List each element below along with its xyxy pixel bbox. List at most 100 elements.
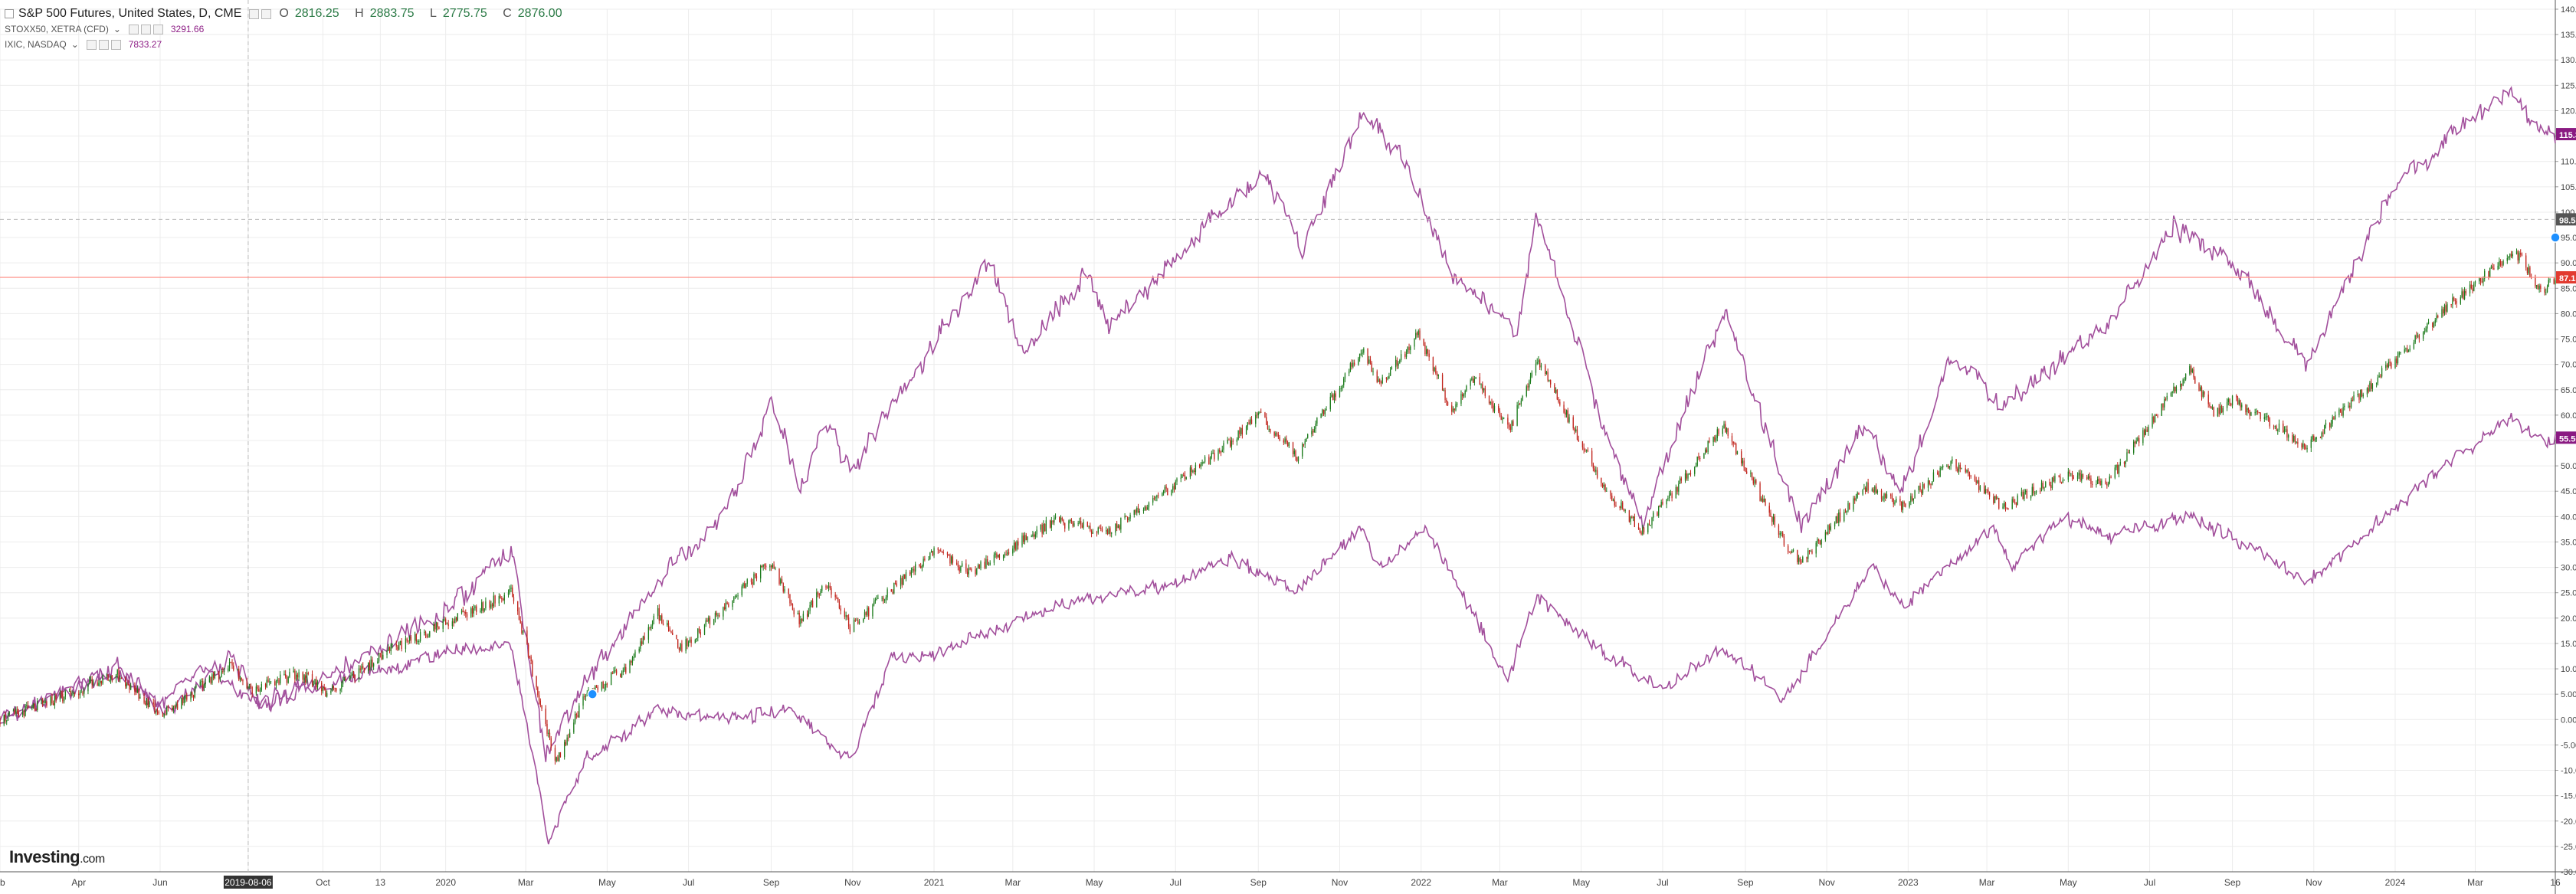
candle-body [1023, 535, 1024, 542]
candle-body [1958, 464, 1960, 472]
candle-body [2510, 254, 2512, 257]
candle-body [2368, 388, 2369, 392]
candle-body [325, 689, 326, 697]
candle-body [1097, 527, 1099, 533]
candle-body [316, 683, 319, 688]
candle-body [2143, 430, 2145, 435]
candle-body [575, 714, 577, 716]
candle-body [166, 707, 168, 715]
candle-body [1965, 468, 1966, 473]
legend-main-row[interactable]: S&P 500 Futures, United States, D, CME O… [5, 6, 575, 21]
candle-body [1379, 379, 1381, 382]
candle-body [2034, 493, 2036, 494]
event-marker[interactable] [2550, 232, 2561, 243]
event-marker[interactable] [587, 689, 598, 699]
compare2-hide-button[interactable] [86, 39, 97, 50]
candle-body [1628, 510, 1630, 522]
candle-body [1929, 480, 1930, 484]
y-tick-label: 60.00% [2561, 411, 2576, 421]
candle-body [186, 695, 188, 700]
candle-body [2433, 323, 2435, 327]
candle-body [1631, 516, 1633, 518]
candle-body [2087, 476, 2089, 480]
candle-body [278, 680, 280, 684]
candle-body [1890, 494, 1892, 496]
candle-body [2241, 404, 2243, 408]
compare1-hide-button[interactable] [128, 24, 139, 34]
candle-body [2230, 404, 2232, 406]
candle-body [854, 620, 856, 621]
candle-body [219, 676, 221, 680]
candle-body [491, 604, 493, 607]
candle-body [1559, 401, 1561, 405]
candle-body [998, 554, 1001, 559]
candle-body [1081, 525, 1083, 528]
candle-body [405, 638, 407, 650]
candle-body [762, 564, 764, 568]
candle-body [1156, 495, 1158, 498]
y-tick-label: 95.00% [2561, 234, 2576, 243]
candle-body [507, 592, 510, 595]
candle-body [2378, 375, 2380, 378]
candle-body [1320, 413, 1322, 418]
candle-body [139, 696, 141, 699]
candle-body [1950, 461, 1952, 467]
candle-body [1288, 442, 1290, 447]
chevron-down-icon[interactable]: ⌄ [70, 39, 79, 50]
candle-body [474, 606, 476, 609]
candle-body [314, 679, 316, 685]
candle-body [513, 597, 515, 601]
candle-body [901, 578, 903, 585]
candle-body [2157, 415, 2158, 417]
candle-body [1435, 367, 1437, 374]
candle-body [755, 575, 758, 579]
candle-body [1415, 332, 1417, 339]
candle-body [494, 595, 496, 604]
candle-body [2049, 482, 2050, 486]
candle-body [1007, 552, 1008, 555]
candle-body [1854, 498, 1856, 501]
candle-body [595, 686, 598, 688]
legend-compare1-row[interactable]: STOXX50, XETRA (CFD) ⌄ 3291.66 [5, 21, 575, 37]
compare1-settings-button[interactable] [140, 24, 151, 34]
candle-body [388, 647, 391, 652]
candle-body [1782, 532, 1784, 537]
candle-body [550, 738, 552, 748]
legend-compare2-row[interactable]: IXIC, NASDAQ ⌄ 7833.27 [5, 37, 575, 52]
candle-body [1172, 486, 1174, 490]
candle-body [2162, 403, 2164, 408]
candle-body [2353, 395, 2355, 401]
collapse-legend-icon[interactable] [5, 9, 14, 18]
candle-body [306, 673, 308, 683]
y-tick-label: -5.00% [2561, 741, 2576, 750]
candle-body [2548, 280, 2549, 287]
candle-body [429, 630, 431, 637]
series-settings-button[interactable] [261, 8, 272, 19]
price-marker-label: 98.58 [2559, 216, 2576, 225]
logo-suffix: .com [80, 853, 105, 866]
compare1-remove-button[interactable] [152, 24, 163, 34]
candle-body [952, 556, 954, 563]
candle-body [564, 742, 565, 758]
candle-body [1554, 384, 1555, 393]
candle-body [1500, 415, 1502, 420]
candle-body [2490, 266, 2492, 268]
candle-body [1511, 421, 1512, 430]
candle-body [2051, 477, 2053, 489]
hide-series-button[interactable] [249, 8, 260, 19]
candle-body [2193, 369, 2194, 378]
candle-body [2179, 384, 2181, 388]
chevron-down-icon[interactable]: ⌄ [113, 24, 121, 34]
compare2-remove-button[interactable] [110, 39, 121, 50]
candle-body [1826, 532, 1827, 535]
open-value: 2816.25 [294, 7, 339, 20]
candle-body [289, 672, 290, 677]
candle-body [1998, 497, 2000, 509]
compare2-settings-button[interactable] [98, 39, 109, 50]
candle-body [1735, 444, 1737, 454]
candle-body [295, 674, 297, 680]
candle-body [377, 661, 379, 664]
candle-body [2217, 408, 2219, 417]
